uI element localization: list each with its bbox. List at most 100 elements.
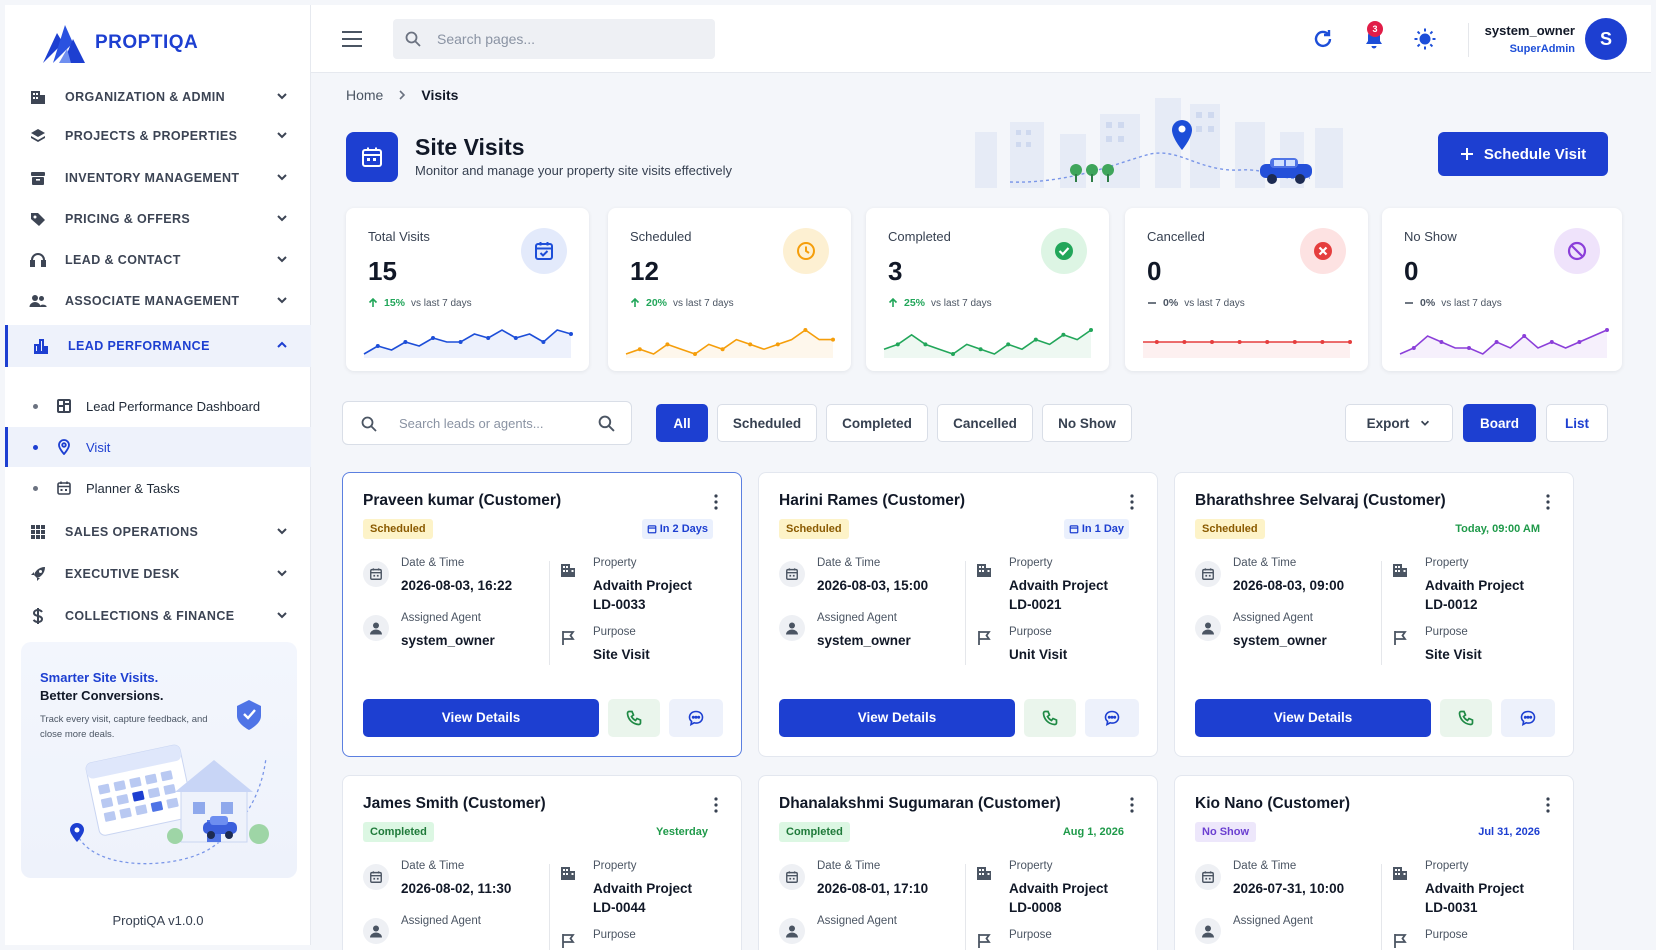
filter-tab-completed[interactable]: Completed <box>826 404 928 442</box>
arrow-up-icon <box>368 298 378 307</box>
list-view-button[interactable]: List <box>1546 404 1608 442</box>
sparkline-point <box>1154 340 1159 344</box>
calendar-check-icon <box>535 242 553 260</box>
sidebar-subitem-planner-tasks[interactable]: Planner & Tasks <box>5 468 311 508</box>
sidebar-item-sales-operations[interactable]: SALES OPERATIONS <box>5 511 311 553</box>
kebab-menu-icon[interactable] <box>1545 796 1551 814</box>
property-label: Property <box>1425 860 1469 872</box>
visit-project: Advaith Project <box>1009 881 1109 896</box>
kebab-menu-icon[interactable] <box>1129 493 1135 511</box>
export-dropdown[interactable]: Export <box>1345 404 1453 442</box>
check-circle-icon <box>1055 242 1073 260</box>
filter-tab-no-show[interactable]: No Show <box>1042 404 1132 442</box>
visit-card[interactable]: Bharathshree Selvaraj (Customer) Schedul… <box>1174 472 1574 757</box>
export-label: Export <box>1366 415 1410 431</box>
search-icon <box>405 31 421 47</box>
kebab-menu-icon[interactable] <box>1545 493 1551 511</box>
kebab-menu-icon[interactable] <box>713 796 719 814</box>
visit-when: Jul 31, 2026 <box>1473 822 1545 842</box>
assigned-agent-label: Assigned Agent <box>401 612 481 624</box>
sparkline-point <box>1033 337 1038 342</box>
schedule-visit-button[interactable]: Schedule Visit <box>1438 132 1608 176</box>
datetime-icon-wrap <box>1195 864 1221 890</box>
building-icon <box>561 564 575 577</box>
breadcrumb-home[interactable]: Home <box>346 87 384 103</box>
stat-label: Cancelled <box>1147 229 1205 244</box>
stat-value: 0 <box>1147 256 1162 286</box>
call-button[interactable] <box>608 699 660 737</box>
board-view-button[interactable]: Board <box>1463 404 1536 442</box>
filter-tab-scheduled[interactable]: Scheduled <box>717 404 817 442</box>
view-details-button[interactable]: View Details <box>779 699 1015 737</box>
sidebar-item-collections-finance[interactable]: COLLECTIONS & FINANCE <box>5 595 311 637</box>
page-icon <box>346 132 398 182</box>
message-button[interactable] <box>1501 699 1555 737</box>
call-button[interactable] <box>1440 699 1492 737</box>
flag-icon <box>562 631 575 645</box>
visit-card[interactable]: Kio Nano (Customer) No Show Jul 31, 2026… <box>1174 775 1574 950</box>
visit-project: Advaith Project <box>1425 578 1525 593</box>
sparkline-area <box>1143 342 1350 358</box>
avatar[interactable]: S <box>1585 18 1627 60</box>
brand-name: PROPTIQA <box>95 32 199 53</box>
sidebar-item-pricing-offers[interactable]: PRICING & OFFERS <box>5 198 311 240</box>
lead-search-input[interactable] <box>399 402 589 444</box>
sidebar-item-projects-properties[interactable]: PROJECTS & PROPERTIES <box>5 115 311 157</box>
chevron-down-icon <box>277 297 287 304</box>
calendar-icon <box>362 147 382 167</box>
call-button[interactable] <box>1024 699 1076 737</box>
filter-tab-cancelled[interactable]: Cancelled <box>937 404 1033 442</box>
message-button[interactable] <box>669 699 723 737</box>
sidebar-item-inventory-management[interactable]: INVENTORY MANAGEMENT <box>5 157 311 199</box>
visit-card[interactable]: Harini Rames (Customer) Scheduled In 1 D… <box>758 472 1158 757</box>
plus-icon <box>1460 148 1473 160</box>
breadcrumb-current: Visits <box>421 87 459 103</box>
stat-change: 15% <box>384 297 406 309</box>
visit-customer-name: Praveen kumar (Customer) <box>363 492 562 509</box>
schedule-visit-label: Schedule Visit <box>1483 145 1587 163</box>
chevron-down-icon <box>277 174 287 181</box>
view-details-button[interactable]: View Details <box>1195 699 1431 737</box>
view-details-button[interactable]: View Details <box>363 699 599 737</box>
kebab-menu-icon[interactable] <box>713 493 719 511</box>
visit-card[interactable]: Dhanalakshmi Sugumaran (Customer) Comple… <box>758 775 1158 950</box>
sidebar-item-lead-performance[interactable]: LEAD PERFORMANCE <box>5 325 311 367</box>
sidebar-item-lead-contact[interactable]: LEAD & CONTACT <box>5 239 311 281</box>
search-icon <box>361 416 377 432</box>
filter-tab-all[interactable]: All <box>656 404 708 442</box>
visit-agent: system_owner <box>1233 633 1327 648</box>
visit-card[interactable]: Praveen kumar (Customer) Scheduled In 2 … <box>342 472 742 757</box>
page-search <box>393 19 715 59</box>
sparkline-area <box>1400 330 1607 358</box>
visit-card[interactable]: James Smith (Customer) Completed Yesterd… <box>342 775 742 950</box>
sun-icon[interactable] <box>1413 27 1437 51</box>
visit-unit: LD-0044 <box>593 900 646 915</box>
stat-value: 3 <box>888 256 903 286</box>
visit-project: Advaith Project <box>593 578 693 593</box>
sidebar-subitem-visit[interactable]: Visit <box>5 427 311 467</box>
date-time-label: Date & Time <box>401 860 465 872</box>
sidebar-item-associate-management[interactable]: ASSOCIATE MANAGEMENT <box>5 280 311 322</box>
message-button[interactable] <box>1085 699 1139 737</box>
hamburger-menu-icon[interactable] <box>341 30 363 48</box>
chat-icon <box>1520 710 1536 726</box>
stat-change: 0% <box>1163 297 1179 309</box>
chevron-down-icon <box>277 256 287 263</box>
user-icon <box>786 925 798 938</box>
sparkline-point <box>1210 340 1214 344</box>
sidebar-item-organization-admin[interactable]: ORGANIZATION & ADMIN <box>5 76 311 118</box>
sidebar-item-executive-desk[interactable]: EXECUTIVE DESK <box>5 553 311 595</box>
sparkline-point <box>541 340 546 344</box>
search-input[interactable] <box>437 19 707 59</box>
sidebar-subitem-label: Lead Performance Dashboard <box>86 398 261 414</box>
user-role: SuperAdmin <box>1509 43 1575 55</box>
brand-logo[interactable]: PROPTIQA <box>41 21 198 65</box>
headset-icon <box>30 253 46 267</box>
kebab-menu-icon[interactable] <box>1129 796 1135 814</box>
app-version: ProptiQA v1.0.0 <box>112 913 204 928</box>
refresh-icon[interactable] <box>1311 27 1335 51</box>
search-icon[interactable] <box>598 415 615 432</box>
sidebar-subitem-lead-performance-dashboard[interactable]: Lead Performance Dashboard <box>5 386 311 426</box>
purpose-label: Purpose <box>593 929 636 941</box>
visit-unit: LD-0008 <box>1009 900 1062 915</box>
